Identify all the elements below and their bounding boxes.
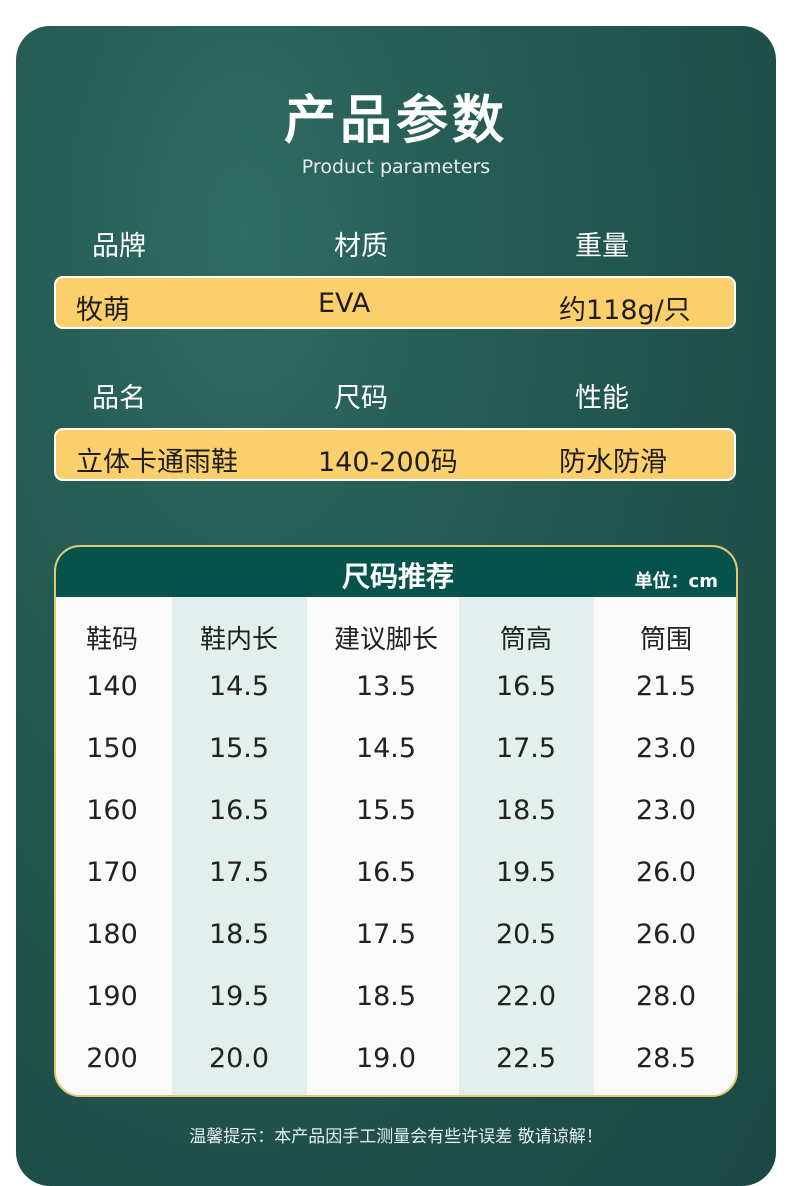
table-cell: 17.5 — [355, 919, 417, 950]
table-cell: 22.0 — [495, 981, 557, 1012]
size-col-header-shoe-size: 鞋码 — [85, 625, 138, 655]
table-cell: 13.5 — [355, 671, 417, 702]
table-cell: 22.5 — [495, 1043, 557, 1074]
param-label-brand: 品牌 — [92, 231, 146, 262]
size-col-header-boot-height: 筒高 — [499, 625, 552, 655]
table-cell: 21.5 — [635, 671, 697, 702]
param-label-size: 尺码 — [334, 383, 388, 414]
size-recommendation-card: 尺码推荐 单位：cm 鞋码 鞋内长 建议脚长 筒高 筒围 140 14.5 13.5 16.5 2… — [54, 545, 738, 1097]
table-cell: 200 — [86, 1043, 138, 1074]
param-labels-row-2: 品名 尺码 性能 — [72, 376, 732, 414]
table-cell: 19.5 — [495, 857, 557, 888]
table-cell: 18.5 — [495, 795, 557, 826]
param-values-bar-2: 立体卡通雨鞋 140-200码 防水防滑 — [54, 428, 736, 481]
table-cell: 17.5 — [495, 733, 557, 764]
table-cell: 20.0 — [208, 1043, 270, 1074]
size-card-title: 尺码推荐 — [341, 560, 454, 593]
size-card-unit: 单位：cm — [634, 571, 718, 592]
table-cell: 15.5 — [355, 795, 417, 826]
param-label-performance: 性能 — [575, 383, 629, 414]
param-label-weight: 重量 — [575, 231, 629, 262]
table-cell: 20.5 — [495, 919, 557, 950]
table-cell: 18.5 — [355, 981, 417, 1012]
table-cell: 28.0 — [635, 981, 697, 1012]
table-cell: 160 — [86, 795, 138, 826]
param-labels-row-1: 品牌 材质 重量 — [72, 224, 732, 262]
param-label-product-name: 品名 — [92, 383, 146, 414]
column-shade-boot-height — [459, 597, 594, 1095]
param-value-size: 140-200码 — [318, 447, 458, 478]
table-cell: 15.5 — [208, 733, 270, 764]
column-shade-inner-length — [172, 597, 307, 1095]
table-cell: 150 — [86, 733, 138, 764]
table-cell: 16.5 — [208, 795, 270, 826]
page-subtitle: Product parameters — [301, 156, 491, 178]
size-card-header: 尺码推荐 单位：cm — [56, 547, 736, 597]
table-cell: 14.5 — [208, 671, 270, 702]
table-cell: 180 — [86, 919, 138, 950]
size-col-header-inner-length: 鞋内长 — [199, 625, 278, 655]
table-cell: 23.0 — [635, 733, 697, 764]
param-value-product-name: 立体卡通雨鞋 — [76, 447, 238, 478]
param-value-brand: 牧萌 — [76, 295, 130, 326]
table-cell: 19.5 — [208, 981, 270, 1012]
size-col-header-boot-circumference: 筒围 — [639, 625, 692, 655]
table-cell: 23.0 — [635, 795, 697, 826]
table-cell: 170 — [86, 857, 138, 888]
table-cell: 26.0 — [635, 919, 697, 950]
page-title: 产品参数 — [283, 91, 508, 151]
table-cell: 17.5 — [208, 857, 270, 888]
footer-note: 温馨提示：本产品因手工测量会有些许误差 敬请谅解！ — [189, 1127, 603, 1147]
table-cell: 16.5 — [355, 857, 417, 888]
param-value-material: EVA — [318, 288, 371, 319]
size-col-header-foot-length: 建议脚长 — [333, 625, 438, 655]
table-cell: 19.0 — [355, 1043, 417, 1074]
product-parameters-panel: 产品参数 Product parameters 品牌 材质 重量 牧萌 EVA … — [16, 26, 776, 1186]
table-cell: 16.5 — [495, 671, 557, 702]
table-cell: 26.0 — [635, 857, 697, 888]
param-value-performance: 防水防滑 — [559, 447, 667, 478]
table-cell: 28.5 — [635, 1043, 697, 1074]
table-cell: 140 — [86, 671, 138, 702]
param-label-material: 材质 — [334, 231, 388, 262]
param-values-bar-1: 牧萌 EVA 约118g/只 — [54, 276, 736, 329]
table-cell: 190 — [86, 981, 138, 1012]
table-cell: 18.5 — [208, 919, 270, 950]
param-value-weight: 约118g/只 — [559, 295, 691, 326]
table-cell: 14.5 — [355, 733, 417, 764]
